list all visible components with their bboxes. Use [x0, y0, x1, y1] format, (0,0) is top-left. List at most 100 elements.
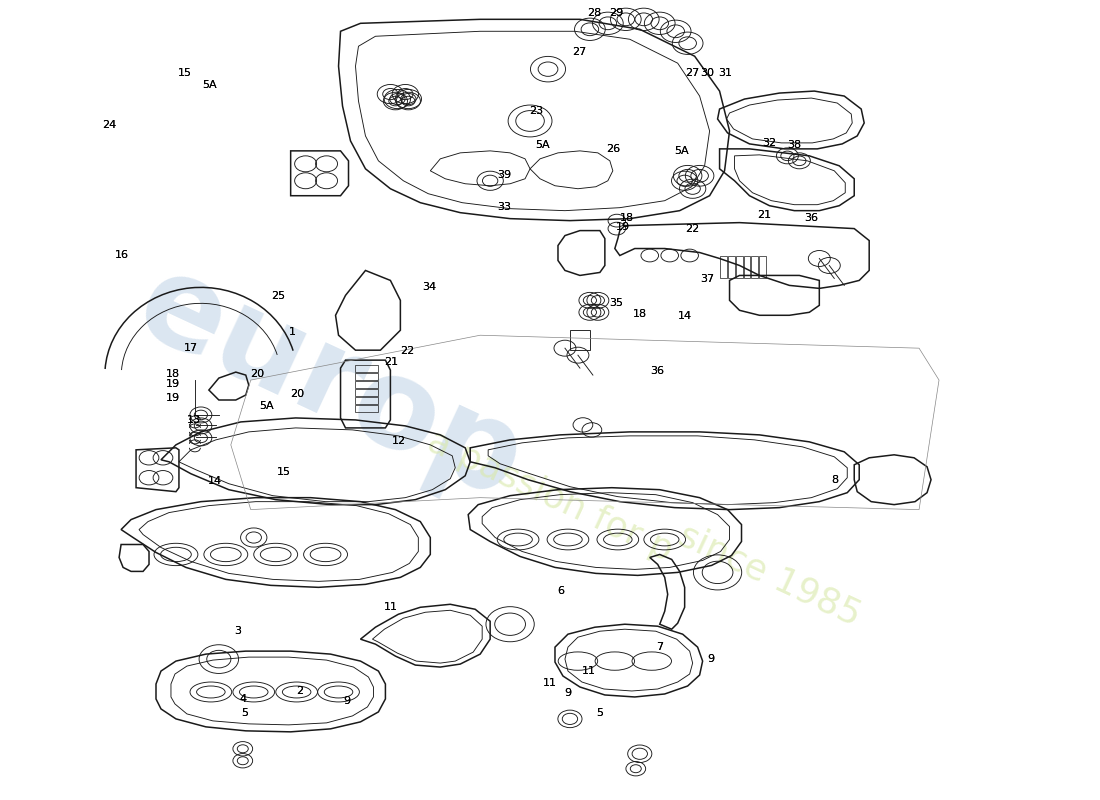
Text: 7: 7 [657, 642, 663, 652]
Text: 38: 38 [788, 140, 802, 150]
Text: 14: 14 [208, 476, 222, 486]
Text: 26: 26 [606, 144, 620, 154]
Text: 21: 21 [757, 210, 771, 220]
Text: 21: 21 [757, 210, 771, 220]
Text: 12: 12 [392, 437, 406, 446]
Text: 9: 9 [343, 696, 351, 706]
Text: 24: 24 [102, 120, 116, 130]
Text: 18: 18 [632, 309, 647, 319]
Text: 17: 17 [184, 343, 198, 353]
Text: 5: 5 [596, 708, 603, 718]
Text: 19: 19 [165, 379, 179, 389]
Text: 21: 21 [384, 357, 398, 366]
Text: 29: 29 [608, 8, 623, 18]
Text: 22: 22 [685, 223, 700, 234]
Text: 22: 22 [685, 223, 700, 234]
Text: 24: 24 [102, 120, 116, 130]
Text: 11: 11 [543, 678, 557, 688]
Text: 4: 4 [239, 694, 246, 704]
Text: 20: 20 [250, 370, 264, 379]
Text: 20: 20 [250, 370, 264, 379]
Text: 18: 18 [619, 214, 634, 223]
Text: since 1985: since 1985 [673, 518, 866, 633]
Text: 6: 6 [558, 586, 564, 596]
Text: 22: 22 [400, 346, 415, 355]
Text: 15: 15 [177, 68, 191, 78]
Text: 18: 18 [619, 214, 634, 223]
Text: 5A: 5A [674, 146, 689, 156]
Text: 27: 27 [572, 46, 586, 57]
Text: 26: 26 [606, 144, 620, 154]
Text: 27: 27 [685, 68, 700, 78]
Text: 19: 19 [165, 393, 179, 402]
Text: 35: 35 [608, 298, 623, 308]
Text: 11: 11 [384, 602, 398, 612]
Text: 8: 8 [832, 474, 839, 485]
Text: 33: 33 [497, 202, 510, 212]
Text: 11: 11 [582, 666, 595, 676]
Text: 19: 19 [615, 222, 629, 232]
Text: 31: 31 [718, 68, 733, 78]
Text: 38: 38 [788, 140, 802, 150]
Text: 14: 14 [678, 311, 692, 322]
Text: a passion for p: a passion for p [422, 424, 678, 567]
Text: 23: 23 [529, 106, 542, 117]
Text: 15: 15 [177, 68, 191, 78]
Text: 18: 18 [632, 309, 647, 319]
Text: 34: 34 [422, 282, 437, 292]
Text: 9: 9 [564, 688, 571, 698]
Text: 9: 9 [343, 696, 351, 706]
Text: 30: 30 [700, 68, 714, 78]
Text: 5: 5 [242, 708, 249, 718]
Text: 11: 11 [543, 678, 557, 688]
Text: 33: 33 [497, 202, 510, 212]
Text: 19: 19 [165, 379, 179, 389]
Text: 9: 9 [707, 654, 715, 664]
Text: 6: 6 [558, 586, 564, 596]
Text: 18: 18 [165, 370, 179, 379]
Text: 32: 32 [762, 138, 777, 148]
Text: 23: 23 [529, 106, 542, 117]
Text: 36: 36 [650, 366, 664, 375]
Text: 8: 8 [832, 474, 839, 485]
Text: 5A: 5A [535, 140, 550, 150]
Text: 15: 15 [276, 466, 290, 477]
Text: 36: 36 [650, 366, 664, 375]
Text: 36: 36 [804, 214, 818, 223]
Text: 22: 22 [400, 346, 415, 355]
Text: europ: europ [119, 242, 542, 526]
Text: 9: 9 [564, 688, 571, 698]
Text: 14: 14 [678, 311, 692, 322]
Text: 5A: 5A [260, 402, 274, 411]
Text: 35: 35 [608, 298, 623, 308]
Text: 5A: 5A [202, 80, 217, 90]
Text: 27: 27 [572, 46, 586, 57]
Text: 5A: 5A [535, 140, 550, 150]
Text: 13: 13 [186, 415, 200, 425]
Text: 12: 12 [392, 437, 406, 446]
Text: 30: 30 [700, 68, 714, 78]
Text: 9: 9 [707, 654, 715, 664]
Text: 21: 21 [384, 357, 398, 366]
Text: 1: 1 [288, 327, 296, 338]
Text: 25: 25 [271, 291, 285, 302]
Text: 2: 2 [296, 686, 304, 696]
Text: 2: 2 [296, 686, 304, 696]
Text: 16: 16 [116, 250, 129, 260]
Text: 5: 5 [596, 708, 603, 718]
Text: 31: 31 [718, 68, 733, 78]
Text: 4: 4 [239, 694, 246, 704]
Text: 25: 25 [271, 291, 285, 302]
Text: 27: 27 [685, 68, 700, 78]
Text: 20: 20 [290, 389, 305, 398]
Text: 3: 3 [234, 626, 241, 636]
Text: 14: 14 [208, 476, 222, 486]
Text: 1: 1 [288, 327, 296, 338]
Text: 17: 17 [184, 343, 198, 353]
Text: 11: 11 [384, 602, 398, 612]
Text: 37: 37 [700, 274, 714, 284]
Text: 7: 7 [657, 642, 663, 652]
Text: 28: 28 [586, 8, 601, 18]
Text: 34: 34 [422, 282, 437, 292]
Text: 37: 37 [700, 274, 714, 284]
